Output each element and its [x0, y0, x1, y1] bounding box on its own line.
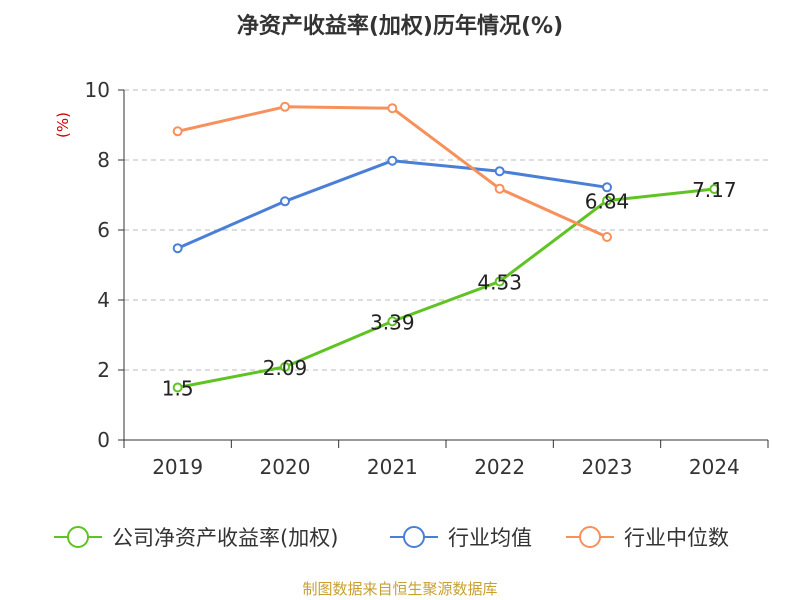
y-axis-unit: (%) [54, 112, 72, 138]
y-tick-label: 4 [97, 288, 110, 312]
y-tick-label: 10 [85, 78, 110, 102]
series-line [177, 105, 608, 239]
y-tick-label: 2 [97, 358, 110, 382]
data-point [602, 232, 612, 242]
data-point [709, 184, 720, 195]
legend-item: 行业均值 [390, 526, 532, 550]
data-point [172, 126, 183, 137]
x-tick-label: 2024 [689, 455, 740, 479]
x-tick-label: 2023 [582, 455, 633, 479]
x-tick-label: 2022 [474, 455, 525, 479]
source-note: 制图数据来自恒生聚源数据库 [302, 580, 498, 598]
data-labels: 1.5 2.09 3.39 4.53 6.84 7.17 [162, 178, 737, 400]
data-point [602, 182, 612, 193]
series-lines [172, 101, 720, 393]
x-tick-label: 2020 [260, 455, 311, 479]
series-line [177, 159, 608, 250]
series-line [177, 187, 715, 389]
data-label: 6.84 [585, 190, 630, 214]
legend-item: 行业中位数 [566, 526, 729, 550]
legend-label: 公司净资产收益率(加权) [112, 526, 338, 550]
x-tick-label: 2019 [152, 455, 203, 479]
legend-label: 行业均值 [448, 526, 532, 550]
legend-label: 行业中位数 [624, 526, 729, 550]
data-point [172, 382, 183, 393]
data-point [494, 166, 505, 177]
data-point [280, 196, 290, 207]
data-point [494, 276, 505, 287]
y-tick-label: 8 [97, 148, 110, 172]
legend-marker [579, 526, 601, 548]
data-label: 2.09 [263, 356, 308, 380]
data-label: 4.53 [477, 270, 522, 294]
data-point [387, 155, 398, 166]
data-point [280, 361, 290, 372]
axes: 0 2 4 6 8 10 (%) 2019 2020 2021 2022 2023 2024 [54, 78, 769, 479]
chart-title: 净资产收益率(加权)历年情况(%) [236, 14, 564, 39]
data-point [602, 195, 612, 206]
data-point [172, 243, 183, 254]
data-point [387, 316, 398, 327]
x-tick-label: 2021 [367, 455, 418, 479]
data-point [494, 183, 505, 194]
legend-item: 公司净资产收益率(加权) [54, 526, 338, 550]
data-label: 7.17 [692, 178, 737, 202]
data-point [280, 101, 290, 112]
data-label: 3.39 [370, 310, 415, 334]
y-tick-label: 0 [97, 428, 110, 452]
data-point [387, 103, 398, 114]
legend-marker [67, 526, 89, 548]
legend: 公司净资产收益率(加权) 行业均值 行业中位数 [54, 526, 729, 550]
legend-marker [403, 526, 425, 548]
y-tick-label: 6 [97, 218, 110, 242]
data-label: 1.5 [162, 377, 194, 401]
